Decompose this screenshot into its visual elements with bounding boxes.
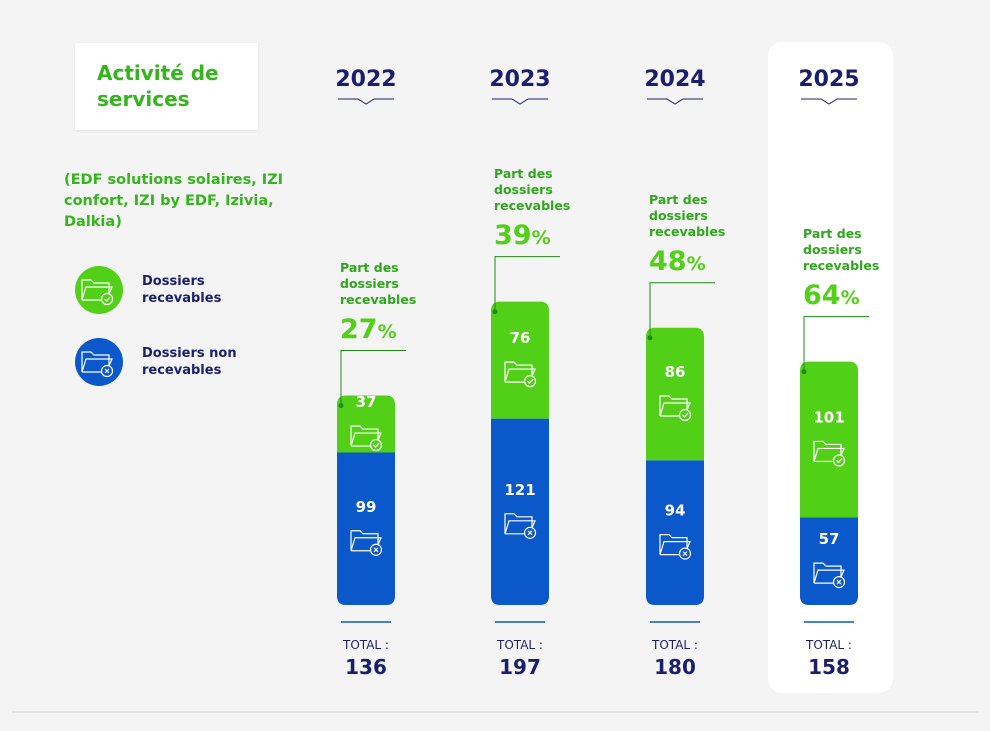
year-label: 2024 — [644, 67, 705, 92]
share-unit: % — [840, 286, 860, 309]
bar-segment — [337, 452, 395, 605]
badge — [678, 408, 692, 422]
bar-segment — [491, 418, 549, 605]
folder-icon — [659, 395, 692, 422]
badge-symbol — [682, 551, 688, 557]
total-label: TOTAL : — [651, 638, 698, 652]
total-label: TOTAL : — [805, 638, 852, 652]
share-number: 64 — [803, 279, 841, 311]
chart-title: Activité de services — [97, 61, 219, 111]
callout-line — [649, 282, 715, 338]
bar-segment — [800, 361, 858, 518]
share-number: 39 — [494, 219, 532, 251]
share-label: Part des dossiers recevables — [803, 225, 880, 273]
value-label: 76 — [510, 329, 531, 347]
value-label: 101 — [813, 408, 844, 426]
badge-symbol — [104, 296, 111, 302]
folder-outline — [659, 395, 691, 417]
value-label: 57 — [819, 530, 840, 548]
year-label: 2022 — [335, 67, 396, 92]
callout-line — [340, 350, 406, 406]
folder-icon — [504, 513, 537, 539]
year-chevron — [492, 98, 548, 105]
title-box — [75, 43, 258, 130]
legend-label: Dossiers recevables — [142, 274, 222, 306]
folder-outline — [81, 279, 113, 301]
folder-icon — [350, 530, 383, 556]
folder-icon — [659, 534, 692, 560]
folder-icon — [504, 361, 537, 388]
share-label: Part des dossiers recevables — [494, 165, 571, 213]
share-unit: % — [531, 226, 551, 249]
share-value: 48% — [649, 246, 706, 277]
folder-icon — [350, 425, 383, 452]
value-label: 94 — [665, 502, 686, 520]
badge-symbol — [373, 547, 379, 553]
badge-symbol — [373, 442, 380, 448]
share-value: 27% — [340, 314, 397, 345]
folder-icon — [813, 440, 846, 467]
value-label: 99 — [356, 498, 377, 516]
bar-segment — [646, 460, 704, 605]
callout-line — [494, 256, 560, 312]
year-label: 2025 — [798, 67, 859, 92]
share-number: 48 — [649, 245, 687, 277]
folder-icon — [813, 562, 846, 589]
share-number: 27 — [340, 313, 378, 345]
total-value: 180 — [654, 655, 696, 679]
folder-outline — [504, 513, 536, 535]
value-label: 121 — [504, 481, 535, 499]
share-value: 64% — [803, 280, 860, 311]
bar-segment — [646, 327, 704, 461]
badge-symbol — [836, 458, 843, 464]
year-chevron — [647, 98, 703, 105]
value-label: 37 — [356, 393, 377, 411]
badge — [832, 454, 846, 467]
total-label: TOTAL : — [342, 638, 389, 652]
share-label: Part des dossiers recevables — [340, 259, 417, 307]
folder-icon — [81, 279, 114, 306]
badge-symbol — [104, 368, 110, 374]
year-label: 2023 — [489, 67, 550, 92]
year-chevron — [338, 98, 394, 105]
badge-symbol — [527, 530, 533, 536]
share-unit: % — [686, 252, 706, 275]
share-label: Part des dossiers recevables — [649, 191, 726, 239]
folder-outline — [504, 361, 536, 383]
year-chevron — [801, 98, 857, 105]
folder-icon — [81, 351, 114, 378]
legend-label: Dossiers non recevables — [142, 346, 237, 378]
total-value: 158 — [808, 655, 850, 679]
badge — [523, 375, 537, 388]
callout-line — [803, 316, 869, 372]
badge — [369, 438, 383, 452]
total-value: 136 — [345, 655, 387, 679]
total-label: TOTAL : — [496, 638, 543, 652]
badge-symbol — [527, 378, 534, 385]
badge-symbol — [836, 579, 842, 585]
value-label: 86 — [665, 363, 686, 381]
folder-outline — [813, 562, 845, 584]
badge — [100, 292, 114, 306]
folder-outline — [659, 534, 691, 556]
subtitle: (EDF solutions solaires, IZI confort, IZ… — [64, 172, 284, 230]
folder-outline — [350, 425, 382, 447]
total-value: 197 — [499, 655, 541, 679]
bar-segment — [491, 301, 549, 419]
folder-outline — [813, 440, 845, 463]
badge-symbol — [682, 412, 689, 418]
share-unit: % — [377, 320, 397, 343]
folder-outline — [81, 351, 113, 373]
folder-outline — [350, 530, 382, 552]
share-value: 39% — [494, 220, 551, 251]
